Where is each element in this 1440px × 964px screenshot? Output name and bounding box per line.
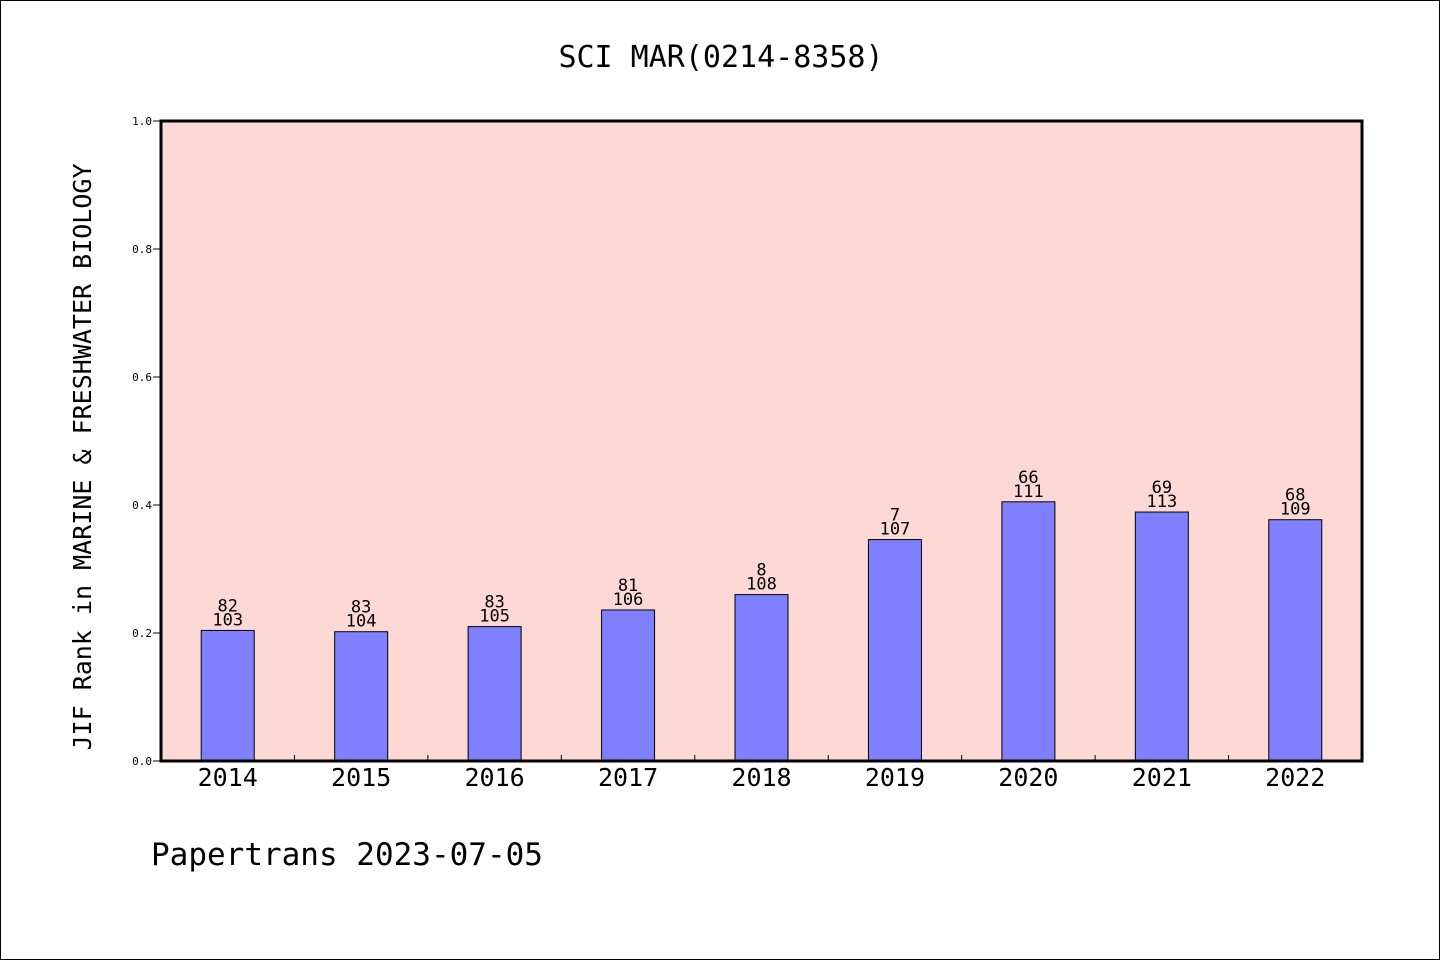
bar-rank-label: 81 — [618, 576, 638, 596]
bar-rank-label: 69 — [1152, 478, 1172, 498]
bar-total-label: 111 — [1013, 482, 1044, 502]
bar-2022 — [1268, 519, 1323, 762]
bar-rank-label: 82 — [217, 596, 237, 616]
bar-series — [200, 501, 1323, 762]
x-tick-label: 2014 — [198, 763, 258, 792]
bar-2015 — [334, 631, 389, 762]
bar-2017 — [601, 609, 656, 762]
bar-total-label: 104 — [346, 612, 377, 632]
bar-2020 — [1001, 501, 1056, 762]
x-tick-label: 2018 — [731, 763, 791, 792]
bar-rank-label: 8 — [756, 561, 766, 581]
y-tick-label: 0.4 — [132, 499, 152, 512]
chart-title: SCI MAR(0214-8358) — [558, 40, 883, 75]
bar-rank-label: 66 — [1018, 468, 1038, 488]
x-axis-tick-labels: 2014 2015 2016 2017 2018 2019 2020 2021 2022 — [198, 763, 1326, 792]
bar-rank-label: 7 — [890, 506, 900, 526]
bar-total-label: 108 — [746, 575, 777, 595]
watermark-text: Papertrans 2023-07-05 — [151, 837, 543, 873]
x-tick-label: 2016 — [465, 763, 525, 792]
y-tick-label: 0.8 — [132, 243, 152, 256]
y-tick-label: 0.2 — [132, 627, 152, 640]
x-tick-label: 2017 — [598, 763, 658, 792]
bar-total-label: 107 — [880, 520, 911, 540]
bar-2014 — [200, 629, 255, 762]
bar-2019 — [867, 539, 922, 762]
bar-total-label: 106 — [613, 590, 644, 610]
bar-total-label: 103 — [212, 610, 243, 630]
x-tick-label: 2022 — [1265, 763, 1325, 792]
plot-border — [159, 119, 1364, 763]
bar-total-label: 109 — [1280, 500, 1311, 520]
y-tick-label: 0.0 — [132, 755, 152, 768]
bar-2016 — [467, 626, 522, 762]
bar-rank-label: 68 — [1285, 486, 1305, 506]
bar-2018 — [734, 594, 789, 762]
bar-total-label: 113 — [1146, 492, 1177, 512]
x-tick-label: 2015 — [331, 763, 391, 792]
bar-rank-label: 83 — [484, 593, 504, 613]
x-tick-label: 2020 — [998, 763, 1058, 792]
y-axis-ticks: 0.0 0.2 0.4 0.6 0.8 1.0 — [132, 115, 161, 768]
x-tick-label: 2019 — [865, 763, 925, 792]
y-axis-label: JIF Rank in MARINE & FRESHWATER BIOLOGY — [68, 164, 97, 751]
bar-2021 — [1134, 511, 1189, 762]
bar-total-label: 105 — [479, 607, 510, 627]
bar-rank-label: 83 — [351, 598, 371, 618]
x-tick-label: 2021 — [1132, 763, 1192, 792]
y-tick-label: 0.6 — [132, 371, 152, 384]
y-tick-label: 1.0 — [132, 115, 152, 128]
